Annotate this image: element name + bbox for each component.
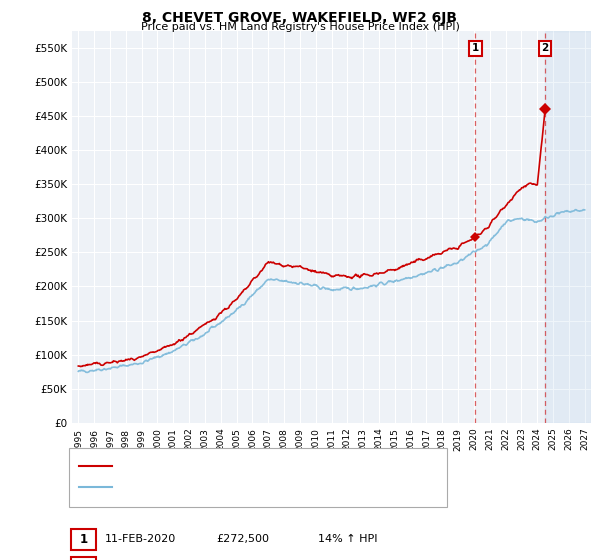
- Text: 1: 1: [79, 533, 88, 546]
- Text: HPI: Average price, detached house, Wakefield: HPI: Average price, detached house, Wake…: [119, 482, 347, 492]
- Text: 1: 1: [472, 44, 479, 53]
- Text: 8, CHEVET GROVE, WAKEFIELD, WF2 6JB (detached house): 8, CHEVET GROVE, WAKEFIELD, WF2 6JB (det…: [119, 461, 406, 471]
- Bar: [545, 31, 591, 423]
- Text: 14% ↑ HPI: 14% ↑ HPI: [318, 534, 377, 544]
- Text: 8, CHEVET GROVE, WAKEFIELD, WF2 6JB: 8, CHEVET GROVE, WAKEFIELD, WF2 6JB: [143, 11, 458, 25]
- Text: 2: 2: [541, 44, 549, 53]
- Text: Price paid vs. HM Land Registry's House Price Index (HPI): Price paid vs. HM Land Registry's House …: [140, 22, 460, 32]
- Text: £272,500: £272,500: [216, 534, 269, 544]
- Text: 11-FEB-2020: 11-FEB-2020: [105, 534, 176, 544]
